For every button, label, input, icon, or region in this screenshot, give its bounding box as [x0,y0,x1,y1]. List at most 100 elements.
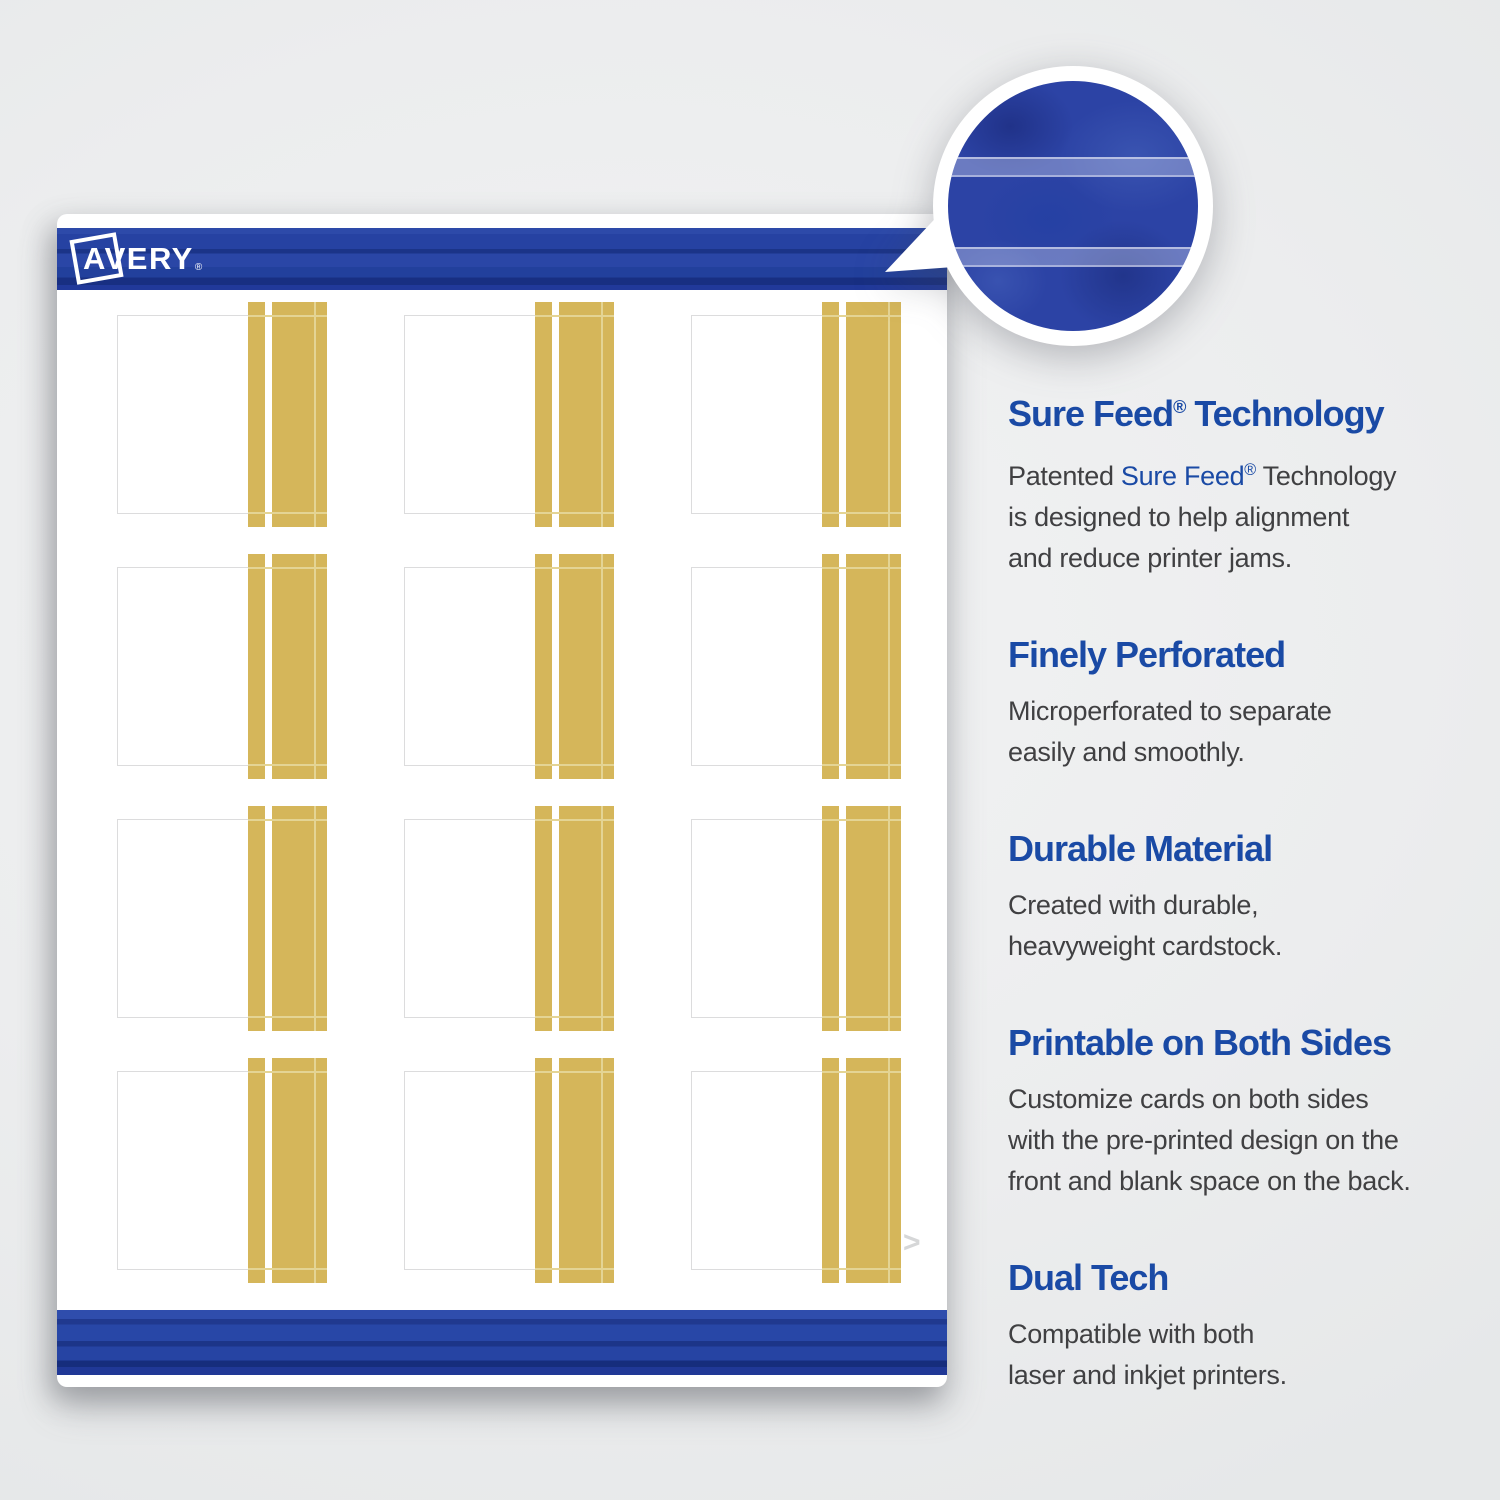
card-border-over-stripe [248,1071,327,1073]
card-border-over-stripe [601,302,603,527]
card-gold-stripe-wide [559,302,614,527]
card-border-over-stripe [822,764,901,766]
card-gold-stripe-narrow [248,554,265,779]
card-gold-stripe-wide [272,554,327,779]
feature-body: Patented Sure Feed® Technology is designe… [1008,461,1397,573]
card-gold-stripe-wide [272,1058,327,1283]
card-border-over-stripe [314,1058,316,1283]
card-cell [691,554,901,779]
card-gold-stripe-narrow [248,806,265,1031]
card-border-over-stripe [822,1016,901,1018]
feature-heading: Durable Material [1008,828,1273,869]
card-border-over-stripe [535,512,614,514]
feature-block: Finely Perforated Microperforated to sep… [1008,632,1488,773]
chevron-right-icon: > [903,1226,921,1259]
feature-block: Sure Feed® Technology Patented Sure Feed… [1008,384,1488,579]
feature-body: Compatible with both laser and inkjet pri… [1008,1319,1287,1390]
card-border-over-stripe [314,806,316,1031]
card-border-over-stripe [601,1058,603,1283]
card-gold-stripe-wide [272,302,327,527]
card-gold-stripe-wide [846,806,901,1031]
card-border-over-stripe [248,764,327,766]
card-gold-stripe-narrow [535,1058,552,1283]
card-border-over-stripe [822,567,901,569]
card-border-over-stripe [248,567,327,569]
card-cell [691,1058,901,1283]
product-sheet: AVERY ® [57,214,947,1387]
registered-mark: ® [194,261,203,273]
card-border-over-stripe [535,1071,614,1073]
card-cell [404,302,614,527]
feature-body: Created with durable, heavyweight cardsto… [1008,890,1283,961]
card-cell [404,806,614,1031]
card-cell [117,302,327,527]
card-cell [117,1058,327,1283]
card-border-over-stripe [314,554,316,779]
feature-block: Durable Material Created with durable, he… [1008,826,1488,967]
card-gold-stripe-wide [272,806,327,1031]
card-border-over-stripe [248,315,327,317]
card-gold-stripe-narrow [535,554,552,779]
card-border-over-stripe [822,819,901,821]
card-gold-stripe-wide [559,554,614,779]
sheet-top-band: AVERY ® [57,228,947,290]
card-cell [404,554,614,779]
card-border-over-stripe [248,512,327,514]
card-gold-stripe-narrow [822,1058,839,1283]
feature-heading: Dual Tech [1008,1257,1169,1298]
feature-heading: Sure Feed® Technology [1008,393,1385,434]
material-zoom-callout [885,66,1213,346]
card-cell [117,806,327,1031]
card-border-over-stripe [535,819,614,821]
card-border-over-stripe [888,806,890,1031]
feature-block: Dual Tech Compatible with both laser and … [1008,1255,1488,1396]
card-gold-stripe-wide [559,806,614,1031]
card-border-over-stripe [535,1016,614,1018]
perforation-stripe [948,157,1198,177]
brand-name: AVERY [83,241,194,276]
card-border-over-stripe [535,1268,614,1270]
card-border-over-stripe [248,819,327,821]
card-border-over-stripe [535,567,614,569]
card-border-over-stripe [888,302,890,527]
perforation-stripe [948,247,1198,267]
card-gold-stripe-narrow [535,806,552,1031]
card-border-over-stripe [248,1016,327,1018]
card-gold-stripe-wide [559,1058,614,1283]
card-grid [117,302,901,1283]
avery-logo: AVERY ® [69,228,203,290]
card-gold-stripe-narrow [822,806,839,1031]
sheet-bottom-band [57,1310,947,1375]
card-border-over-stripe [822,512,901,514]
card-border-over-stripe [822,1071,901,1073]
card-cell [404,1058,614,1283]
feature-heading: Finely Perforated [1008,634,1286,675]
card-cell [691,806,901,1031]
card-border-over-stripe [822,1268,901,1270]
card-border-over-stripe [601,806,603,1031]
feature-body: Customize cards on both sides with the pr… [1008,1084,1411,1196]
card-gold-stripe-narrow [822,302,839,527]
card-gold-stripe-wide [846,1058,901,1283]
card-border-over-stripe [535,315,614,317]
card-gold-stripe-narrow [822,554,839,779]
card-cell [691,302,901,527]
card-border-over-stripe [535,764,614,766]
card-cell [117,554,327,779]
card-border-over-stripe [888,1058,890,1283]
card-border-over-stripe [314,302,316,527]
card-border-over-stripe [248,1268,327,1270]
card-gold-stripe-narrow [248,302,265,527]
feature-body: Microperforated to separate easily and sm… [1008,696,1332,767]
card-gold-stripe-wide [846,554,901,779]
feature-list: Sure Feed® Technology Patented Sure Feed… [1008,384,1488,1449]
feature-block: Printable on Both Sides Customize cards … [1008,1020,1488,1202]
callout-disc [933,66,1213,346]
card-gold-stripe-narrow [535,302,552,527]
card-border-over-stripe [888,554,890,779]
card-border-over-stripe [822,315,901,317]
card-gold-stripe-narrow [248,1058,265,1283]
card-border-over-stripe [601,554,603,779]
feature-heading: Printable on Both Sides [1008,1022,1392,1063]
